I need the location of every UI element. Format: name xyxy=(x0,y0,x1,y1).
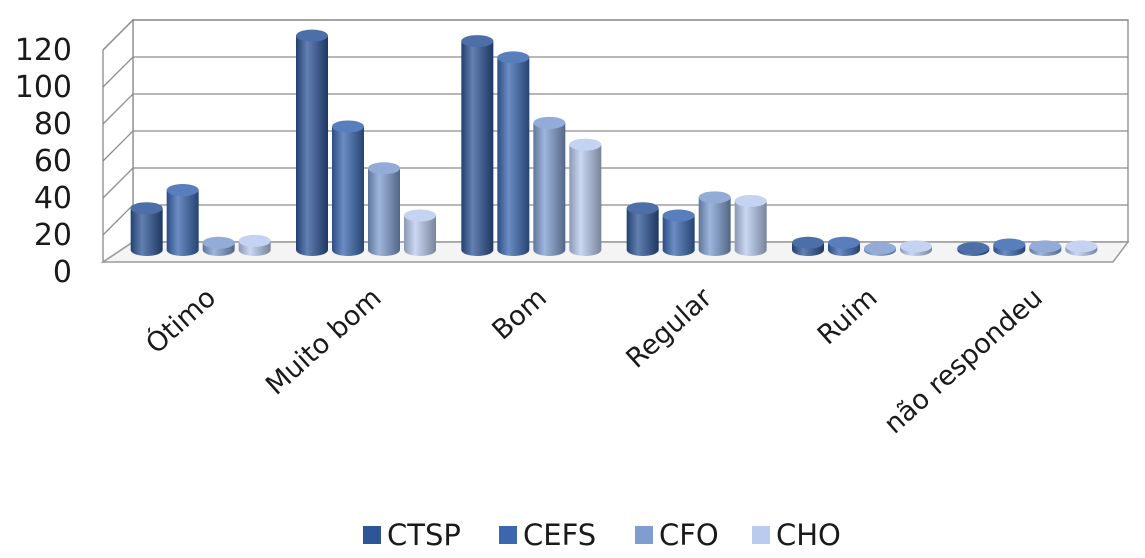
bar xyxy=(238,234,271,256)
bar xyxy=(1065,240,1098,256)
gridline-side xyxy=(102,167,134,199)
legend-swatch xyxy=(752,526,770,544)
bar xyxy=(332,120,364,256)
y-tick-label: 120 xyxy=(15,33,72,68)
category-label: Ótimo xyxy=(140,281,222,360)
chart-walls xyxy=(100,18,1130,264)
gridline-side xyxy=(102,56,134,88)
bar xyxy=(900,240,932,256)
legend-label: CHO xyxy=(776,518,841,552)
category-label: Bom xyxy=(486,282,552,346)
gridline-side xyxy=(102,93,134,125)
bar xyxy=(1029,240,1062,256)
gridline-side xyxy=(102,204,134,236)
bar xyxy=(792,236,824,256)
category-label: Muito bom xyxy=(260,282,387,401)
y-tick-label: 60 xyxy=(34,144,72,179)
bar xyxy=(698,191,731,256)
y-tick-label: 0 xyxy=(53,255,72,290)
bar xyxy=(202,236,235,256)
bar xyxy=(130,202,163,256)
bar xyxy=(626,202,659,256)
bar xyxy=(166,184,199,256)
bar xyxy=(461,35,494,257)
gridline-side xyxy=(102,19,134,51)
bar xyxy=(404,209,436,256)
legend-item: CTSP xyxy=(363,518,461,552)
bar xyxy=(533,116,566,256)
legend-swatch xyxy=(499,526,517,544)
bar xyxy=(993,238,1026,256)
legend-swatch xyxy=(363,526,381,544)
y-tick-label: 40 xyxy=(34,181,72,216)
bar xyxy=(296,29,328,257)
bar xyxy=(368,162,400,256)
legend-item: CFO xyxy=(635,518,719,552)
gridline-side xyxy=(102,130,134,162)
y-tick-label: 80 xyxy=(34,107,72,142)
category-label: não respondeu xyxy=(878,282,1049,440)
legend: CTSP CEFS CFO CHO xyxy=(363,518,841,552)
category-label: Ruim xyxy=(812,282,884,351)
bar xyxy=(828,236,860,256)
legend-label: CFO xyxy=(659,518,719,552)
legend-swatch xyxy=(635,526,653,544)
y-tick-label: 20 xyxy=(34,218,72,253)
category-label: Regular xyxy=(620,282,718,375)
legend-item: CEFS xyxy=(499,518,596,552)
bar xyxy=(497,51,530,256)
legend-label: CTSP xyxy=(387,518,461,552)
bar xyxy=(662,209,695,256)
bar xyxy=(569,138,602,256)
legend-label: CEFS xyxy=(523,518,596,552)
bar xyxy=(734,194,767,256)
bar xyxy=(957,242,990,256)
bar xyxy=(864,242,896,256)
side-wall xyxy=(102,18,134,264)
legend-item: CHO xyxy=(752,518,841,552)
bars xyxy=(130,29,1098,257)
y-tick-label: 100 xyxy=(15,70,72,105)
